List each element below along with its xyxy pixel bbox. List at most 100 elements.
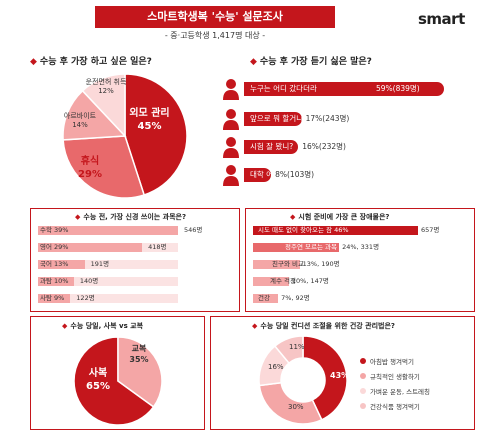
answer-value-1: 17%(243명): [305, 114, 350, 123]
answer-value-0: 59%(839명): [376, 84, 420, 93]
person-icon: [222, 136, 240, 158]
subject-label-2: 국어 13%: [40, 260, 69, 268]
pie-chart-outfit: [73, 336, 163, 426]
pie1-label-a-pct: 45%: [137, 121, 162, 132]
answer-bar-1: [244, 112, 302, 126]
obstacle-label-0: 시도 때도 없이 찾아오는 잠 46%: [258, 226, 349, 234]
answer-label-3: 대학 어디 쓸거니?: [250, 170, 308, 179]
legend-label-1: 규칙적인 생활하기: [370, 373, 420, 381]
subject-track-4: [38, 294, 178, 303]
pie1-slice-1: [62, 135, 146, 199]
subject-bar-0: [38, 226, 178, 235]
pie1-label-b-name: 휴식: [80, 156, 100, 167]
answer-bar-2: [244, 140, 299, 154]
pie6-slice-1: [258, 381, 323, 425]
pie1-slice-0: [124, 73, 188, 196]
diamond-icon: ◆: [290, 213, 296, 221]
legend-swatch-2: [360, 388, 366, 394]
legend-swatch-0: [360, 358, 366, 364]
obstacle-bar-2: [253, 260, 300, 269]
subject-label-1: 영어 29%: [40, 243, 69, 251]
diamond-icon: ◆: [75, 213, 81, 221]
subject-bar-3: [38, 277, 74, 286]
answer-label-2: 시험 잘 봤니?: [250, 142, 294, 151]
diamond-icon: ◆: [62, 322, 68, 330]
subject-value-0: 546명: [184, 226, 203, 234]
pie1-label-d-pct: 12%: [98, 87, 114, 95]
subject-bar-4: [38, 294, 71, 303]
pie5-label-b-pct: 35%: [129, 355, 149, 364]
pie5-label-a-pct: 65%: [86, 381, 110, 392]
obstacle-value-3: 10%, 147명: [291, 277, 329, 285]
obstacle-bar-4: [253, 294, 279, 303]
obstacle-bar-3: [253, 277, 289, 286]
pie1-label-d: 운전면허 취득 12%: [80, 78, 132, 96]
obstacle-label-1: 정주연 모르는 과목: [285, 243, 337, 251]
pie6-label-a: 43%: [330, 371, 350, 380]
obstacle-label-2: 친구와 비교: [272, 260, 304, 268]
subject-track-2: [38, 260, 178, 269]
diamond-icon: ◆: [252, 322, 258, 330]
subject-bar-2: [38, 260, 85, 269]
section2-question: ◆ 수능 후 가장 듣기 싫은 말은?: [250, 54, 372, 67]
section5-question: ◆ 수능 당일, 사복 vs 교복: [62, 321, 143, 331]
section1-question: ◆ 수능 후 가장 하고 싶은 일은?: [30, 54, 152, 67]
pie1-label-c: 아르바이트 14%: [55, 112, 105, 130]
person-icon: [222, 78, 240, 100]
obstacle-value-2: 13%, 190명: [302, 260, 340, 268]
diamond-icon: ◆: [250, 57, 257, 67]
obstacle-bar-0: [253, 226, 418, 235]
subject-track-3: [38, 277, 178, 286]
legend-swatch-1: [360, 373, 366, 379]
obstacle-value-4: 7%, 92명: [281, 294, 310, 302]
page-subtitle: - 중·고등학생 1,417명 대상 -: [164, 31, 266, 40]
obstacle-value-1: 24%, 331명: [342, 243, 380, 251]
subject-value-4: 122명: [76, 294, 95, 302]
answer-label-1: 앞으로 뭐 할거니?: [250, 114, 308, 123]
pie5-label-b: 교복 35%: [124, 343, 154, 365]
pie1-label-a-name: 외모 관리: [129, 108, 170, 119]
obstacle-label-3: 계수 걱정: [270, 277, 296, 285]
section6-question-text: 수능 당일 컨디션 조절을 위한 건강 관리법은?: [260, 322, 395, 330]
pie1-label-b-pct: 29%: [78, 169, 102, 180]
pie5-slice-0: [73, 336, 155, 426]
legend-label-3: 건강식품 챙겨먹기: [370, 403, 420, 411]
pie5-label-a-name: 사복: [88, 368, 108, 379]
section4-question-text: 시험 준비에 가장 큰 장애물은?: [298, 213, 390, 221]
subject-value-3: 140명: [79, 277, 99, 285]
legend-swatch-3: [360, 403, 366, 409]
subject-label-4: 사탐 9%: [40, 294, 65, 302]
pie1-label-d-name: 운전면허 취득: [85, 78, 127, 86]
answer-bar-3: [244, 168, 272, 182]
person-icon: [222, 108, 240, 130]
section3-panel: [30, 208, 240, 312]
pie5-label-a: 사복 65%: [80, 367, 116, 393]
subject-bar-1: [38, 243, 143, 252]
page-title: 스마트학생복 '수능' 설문조사: [95, 6, 335, 28]
pie1-slice-2: [62, 89, 127, 141]
section6-panel: [210, 316, 475, 430]
pie1-slice-3: [81, 73, 126, 138]
answer-label-0: 누구는 어디 갔다더라: [250, 84, 317, 93]
section3-question-text: 수능 전, 가장 신경 쓰이는 과목은?: [83, 213, 187, 221]
section4-question: ◆ 시험 준비에 가장 큰 장애물은?: [290, 212, 389, 222]
diamond-icon: ◆: [30, 57, 37, 67]
pie6-label-c: 16%: [268, 363, 284, 371]
pie6-label-b: 30%: [288, 403, 304, 411]
donut-chart-health: [258, 335, 348, 425]
pie1-label-c-pct: 14%: [72, 121, 88, 129]
section2-question-text: 수능 후 가장 듣기 싫은 말은?: [259, 57, 372, 67]
legend-label-0: 아침밥 챙겨먹기: [370, 358, 414, 366]
pie1-label-b: 휴식 29%: [70, 155, 110, 181]
obstacle-bar-1: [253, 243, 340, 252]
section1-question-text: 수능 후 가장 하고 싶은 일은?: [39, 57, 152, 67]
answer-value-3: 8%(103명): [275, 170, 315, 179]
pie5-label-b-name: 교복: [131, 344, 147, 353]
section3-question: ◆ 수능 전, 가장 신경 쓰이는 과목은?: [75, 212, 186, 222]
pie6-slice-3: [273, 335, 304, 365]
subject-value-2: 191명: [90, 260, 110, 268]
pie1-label-a: 외모 관리 45%: [122, 107, 177, 133]
pie6-slice-0: [302, 335, 348, 421]
brand-logo: smart: [418, 10, 465, 28]
obstacle-value-0: 657명: [421, 226, 440, 234]
